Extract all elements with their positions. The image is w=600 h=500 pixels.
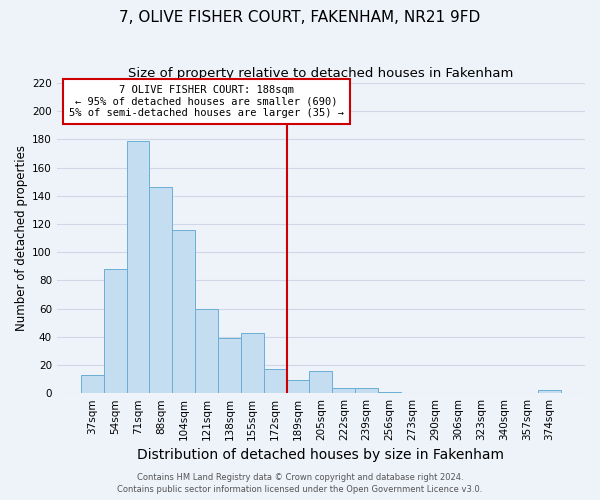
Text: 7, OLIVE FISHER COURT, FAKENHAM, NR21 9FD: 7, OLIVE FISHER COURT, FAKENHAM, NR21 9F… [119, 10, 481, 25]
Bar [241, 332, 264, 393]
Text: 7 OLIVE FISHER COURT: 188sqm
← 95% of detached houses are smaller (690)
5% of se: 7 OLIVE FISHER COURT: 188sqm ← 95% of de… [69, 85, 344, 118]
Bar [81, 375, 104, 393]
Bar [149, 188, 172, 393]
Bar [127, 141, 149, 393]
Bar [378, 392, 401, 393]
Bar [287, 380, 310, 393]
Bar [355, 388, 378, 393]
Text: Contains HM Land Registry data © Crown copyright and database right 2024.
Contai: Contains HM Land Registry data © Crown c… [118, 472, 482, 494]
Bar [264, 369, 287, 393]
Y-axis label: Number of detached properties: Number of detached properties [15, 145, 28, 331]
Bar [172, 230, 195, 393]
X-axis label: Distribution of detached houses by size in Fakenham: Distribution of detached houses by size … [137, 448, 505, 462]
Title: Size of property relative to detached houses in Fakenham: Size of property relative to detached ho… [128, 68, 514, 80]
Bar [195, 308, 218, 393]
Bar [538, 390, 561, 393]
Bar [310, 370, 332, 393]
Bar [218, 338, 241, 393]
Bar [104, 269, 127, 393]
Bar [332, 388, 355, 393]
